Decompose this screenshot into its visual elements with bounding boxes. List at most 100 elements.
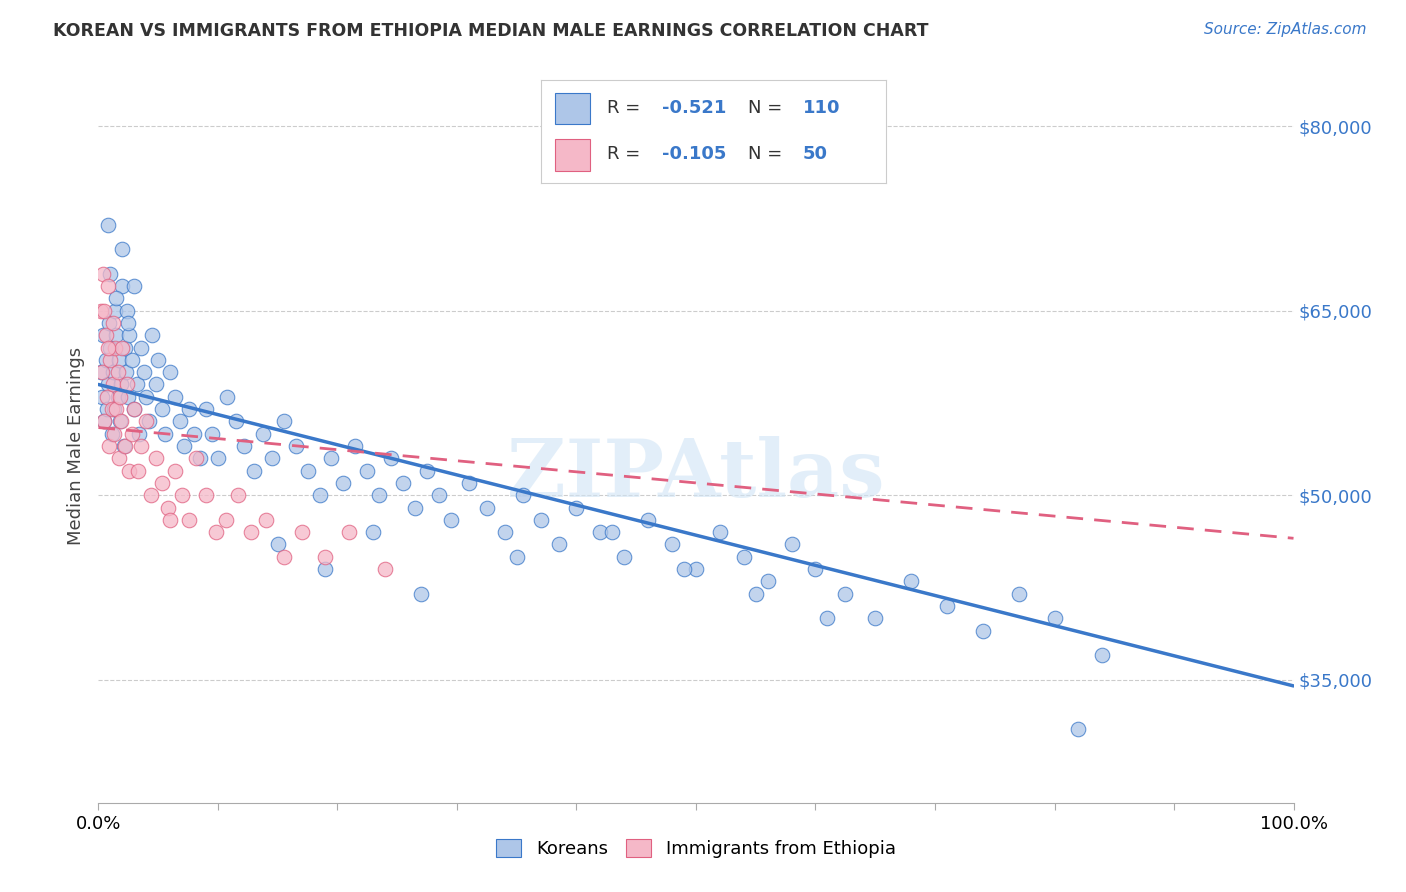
Point [98, 352, 122, 367]
Point [96, 402, 118, 417]
Legend: Koreans, Immigrants from Ethiopia: Koreans, Immigrants from Ethiopia [489, 831, 903, 865]
Point [97, 279, 120, 293]
Point [1091, 648, 1114, 662]
Point [865, 611, 887, 625]
Point [404, 500, 426, 515]
Point [411, 587, 433, 601]
Point [138, 414, 160, 428]
Point [217, 390, 239, 404]
Point [94, 352, 117, 367]
Point [111, 341, 134, 355]
Point [1008, 587, 1031, 601]
Text: N =: N = [748, 100, 787, 118]
Point [145, 377, 167, 392]
Point [169, 414, 191, 428]
Point [91, 390, 114, 404]
Text: KOREAN VS IMMIGRANTS FROM ETHIOPIA MEDIAN MALE EARNINGS CORRELATION CHART: KOREAN VS IMMIGRANTS FROM ETHIOPIA MEDIA… [53, 22, 929, 40]
Point [97, 218, 120, 232]
Point [179, 402, 201, 417]
Point [101, 377, 124, 392]
Text: 50: 50 [803, 145, 828, 162]
Point [204, 525, 226, 540]
Point [159, 513, 181, 527]
Point [273, 549, 295, 564]
Text: Source: ZipAtlas.com: Source: ZipAtlas.com [1204, 22, 1367, 37]
Point [506, 549, 529, 564]
Point [163, 390, 186, 404]
Point [155, 426, 177, 441]
Point [90, 303, 112, 318]
Point [188, 451, 211, 466]
Point [900, 574, 922, 589]
Point [97, 377, 120, 392]
Point [150, 475, 173, 490]
Point [98, 439, 121, 453]
Point [163, 464, 186, 478]
Point [104, 303, 127, 318]
Point [1067, 722, 1090, 736]
Point [131, 341, 153, 355]
Point [145, 451, 167, 466]
Point [110, 414, 132, 428]
Point [159, 365, 181, 379]
Point [273, 414, 295, 428]
Point [512, 488, 534, 502]
Point [215, 513, 238, 527]
Point [733, 549, 755, 564]
Point [132, 365, 155, 379]
Text: N =: N = [748, 145, 787, 162]
Point [380, 451, 402, 466]
Point [115, 303, 138, 318]
Point [141, 328, 163, 343]
Point [254, 513, 277, 527]
Point [93, 303, 115, 318]
Text: 110: 110 [803, 100, 841, 118]
Text: -0.105: -0.105 [662, 145, 727, 162]
Point [186, 451, 208, 466]
Point [118, 464, 141, 478]
Point [100, 426, 122, 441]
Point [207, 451, 229, 466]
Point [97, 341, 120, 355]
Point [98, 267, 122, 281]
Point [94, 328, 117, 343]
Point [96, 390, 118, 404]
Point [93, 414, 115, 428]
Point [121, 426, 143, 441]
Point [1043, 611, 1066, 625]
Point [111, 279, 134, 293]
Point [156, 500, 179, 515]
Point [124, 402, 146, 417]
Point [105, 402, 128, 417]
Point [315, 549, 337, 564]
Point [131, 439, 153, 453]
Point [111, 242, 134, 256]
Point [936, 599, 959, 613]
Point [661, 537, 683, 551]
Point [107, 390, 129, 404]
Point [101, 316, 124, 330]
Point [124, 279, 146, 293]
Point [252, 426, 274, 441]
Point [118, 328, 141, 343]
Point [756, 574, 779, 589]
Point [243, 464, 266, 478]
Point [114, 439, 136, 453]
Point [589, 525, 612, 540]
Point [135, 390, 157, 404]
Point [91, 267, 114, 281]
Point [103, 426, 125, 441]
Point [101, 365, 124, 379]
Point [127, 464, 149, 478]
Point [107, 365, 129, 379]
Text: R =: R = [607, 145, 645, 162]
Point [530, 513, 553, 527]
Point [332, 475, 354, 490]
Point [173, 439, 195, 453]
Point [110, 377, 132, 392]
Point [93, 414, 115, 428]
Point [602, 525, 624, 540]
Point [117, 316, 139, 330]
Point [91, 365, 114, 379]
Point [356, 464, 378, 478]
